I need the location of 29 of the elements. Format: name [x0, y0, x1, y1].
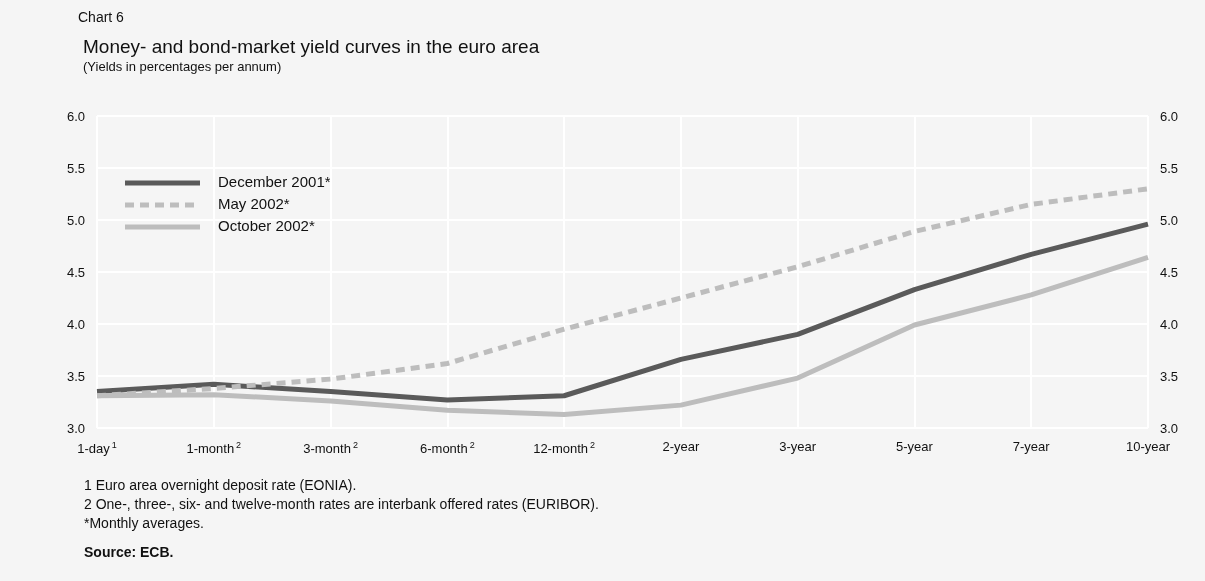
source-note: Source: ECB.: [84, 544, 174, 560]
x-tick-label: 3-year: [779, 439, 817, 454]
y2-tick-label: 5.5: [1160, 160, 1179, 176]
y2-tick-label: 4.0: [1160, 316, 1179, 332]
text: *Monthly averages.: [84, 515, 204, 531]
y-tick-label: 4.0: [66, 316, 85, 332]
y2-tick-label: 5.0: [1160, 212, 1179, 228]
y-tick-label: 5.5: [66, 160, 85, 176]
y2-tick-label: 6.0: [1160, 108, 1179, 124]
y-tick-label: 5.0: [66, 212, 85, 228]
y-tick-label: 6.0: [66, 108, 85, 124]
y-tick-label: 3.0: [66, 420, 85, 436]
legend-label: December 2001*: [218, 173, 331, 190]
legend-label: October 2002*: [218, 217, 315, 234]
x-tick-label: 2-year: [662, 439, 700, 454]
text: 2 One-, three-, six- and twelve-month rates are interbank offered rates (EURIBOR).: [84, 496, 599, 512]
x-tick-label: 7-year: [1012, 439, 1051, 454]
chart-title: Money- and bond-market yield curves in the euro area: [83, 36, 540, 57]
y2-tick-label: 3.5: [1160, 368, 1179, 384]
y-tick-label: 3.5: [66, 368, 85, 384]
chart-subtitle: (Yields in percentages per annum): [83, 59, 282, 74]
legend-label: May 2002*: [218, 195, 290, 212]
y-tick-label: 4.5: [66, 264, 85, 280]
y2-tick-label: 3.0: [1160, 420, 1179, 436]
x-tick-label: 10-year: [1125, 439, 1171, 454]
caption: Chart 6: [78, 9, 125, 25]
text: 1 Euro area overnight deposit rate (EONIA).: [84, 477, 357, 493]
y2-tick-label: 4.5: [1160, 264, 1179, 280]
x-tick-label: 5-year: [896, 439, 934, 454]
